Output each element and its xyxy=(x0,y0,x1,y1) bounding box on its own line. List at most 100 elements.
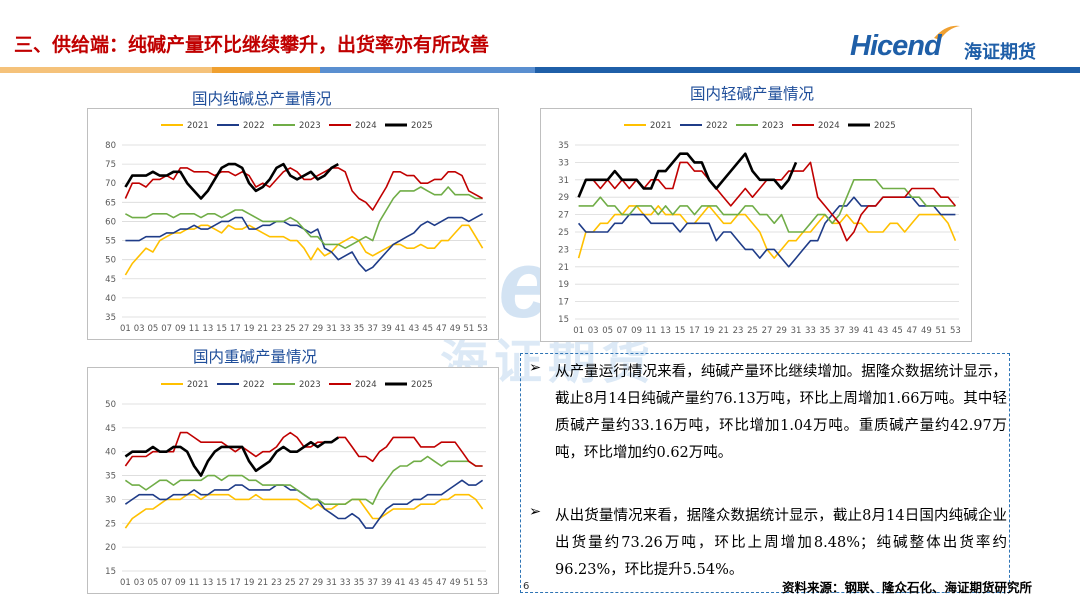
legend-label: 2023 xyxy=(299,380,321,390)
y-tick-label: 50 xyxy=(105,256,116,266)
legend-label: 2024 xyxy=(355,380,377,390)
page-title: 三、供给端：纯碱产量环比继续攀升，出货率亦有所改善 xyxy=(14,34,490,56)
legend-label: 2023 xyxy=(299,121,321,131)
series-line-2025 xyxy=(124,436,340,477)
x-tick-label: 37 xyxy=(367,578,378,588)
x-tick-label: 01 xyxy=(573,326,584,336)
series-line-2024 xyxy=(124,167,483,211)
chart-title-heavy: 国内重碱产量情况 xyxy=(193,348,318,366)
x-tick-label: 45 xyxy=(892,326,903,336)
x-tick-label: 35 xyxy=(354,324,365,334)
x-tick-label: 01 xyxy=(120,324,131,334)
x-tick-label: 07 xyxy=(161,324,172,334)
header-bar-2 xyxy=(212,67,320,73)
legend-item: 2024 xyxy=(792,121,840,131)
series-line-2022 xyxy=(125,213,483,272)
data-source: 资料来源：钢联、隆众石化、海证期货研究所 xyxy=(782,580,1033,595)
legend-label: 2022 xyxy=(243,380,265,390)
x-tick-label: 19 xyxy=(244,324,255,334)
x-tick-label: 41 xyxy=(395,324,406,334)
legend-label: 2021 xyxy=(650,121,672,131)
x-tick-label: 09 xyxy=(175,578,186,588)
legend-item: 2023 xyxy=(736,121,784,131)
page-number: 6 xyxy=(523,581,530,592)
y-tick-label: 29 xyxy=(558,193,569,203)
x-tick-label: 17 xyxy=(230,578,241,588)
legend-item: 2021 xyxy=(161,380,209,390)
x-tick-label: 43 xyxy=(878,326,889,336)
series-line-2023 xyxy=(125,186,483,249)
legend-item: 2024 xyxy=(329,380,377,390)
legend-item: 2021 xyxy=(624,121,672,131)
x-tick-label: 51 xyxy=(463,324,474,334)
x-tick-label: 49 xyxy=(450,578,461,588)
commentary-box: ➢ 从产量运行情况来看，纯碱产量环比继续增加。据隆众数据统计显示，截止8月14日… xyxy=(520,353,1010,593)
series-line-2024 xyxy=(124,431,483,467)
x-tick-label: 31 xyxy=(791,326,802,336)
x-tick-label: 15 xyxy=(216,324,227,334)
commentary-production: 从产量运行情况来看，纯碱产量环比继续增加。据隆众数据统计显示，截止8月14日纯碱… xyxy=(555,364,1007,461)
x-tick-label: 51 xyxy=(463,578,474,588)
hicend-logo: Hicend 海证期货 xyxy=(850,25,1050,66)
x-tick-label: 33 xyxy=(340,578,351,588)
x-tick-label: 23 xyxy=(271,578,282,588)
y-tick-label: 75 xyxy=(105,160,116,170)
y-tick-label: 50 xyxy=(105,400,116,410)
x-tick-label: 27 xyxy=(762,326,773,336)
y-tick-label: 80 xyxy=(105,141,116,151)
y-tick-label: 35 xyxy=(558,141,569,151)
y-tick-label: 60 xyxy=(105,217,116,227)
commentary-shipment: 从出货量情况来看，据隆众数据统计显示，截止8月14日国内纯碱企业出货量约73.2… xyxy=(555,508,1007,578)
x-tick-label: 29 xyxy=(312,578,323,588)
x-tick-label: 41 xyxy=(863,326,874,336)
legend-label: 2025 xyxy=(411,380,433,390)
chart-light-soda: 15 17 19 21 23 25 27 29 31 33 35 01 03 05 07 09 11 13 15 17… xyxy=(540,108,972,342)
x-tick-label: 25 xyxy=(285,578,296,588)
y-tick-label: 70 xyxy=(105,179,116,189)
legend-item: 2025 xyxy=(385,380,433,390)
series-line-2025 xyxy=(124,162,339,200)
chart-title-light: 国内轻碱产量情况 xyxy=(690,85,815,103)
legend-label: 2022 xyxy=(706,121,728,131)
x-tick-label: 05 xyxy=(147,324,158,334)
x-tick-label: 43 xyxy=(408,324,419,334)
series-line-2025 xyxy=(577,152,798,198)
legend-item: 2022 xyxy=(217,380,265,390)
x-tick-label: 23 xyxy=(733,326,744,336)
chart-total-output: 35 40 45 50 55 60 65 70 75 80 01 03 05 07 09 11 13 15 17 19… xyxy=(87,108,499,340)
x-tick-label: 27 xyxy=(299,578,310,588)
y-tick-label: 20 xyxy=(105,543,116,553)
legend-item: 2022 xyxy=(217,121,265,131)
x-tick-label: 43 xyxy=(408,578,419,588)
x-tick-label: 17 xyxy=(689,326,700,336)
x-tick-label: 15 xyxy=(216,578,227,588)
y-tick-label: 25 xyxy=(558,228,569,238)
x-tick-label: 45 xyxy=(422,324,433,334)
header-bar-1 xyxy=(0,67,212,73)
x-tick-label: 53 xyxy=(477,324,488,334)
legend-label: 2021 xyxy=(187,121,209,131)
y-tick-label: 25 xyxy=(105,519,116,529)
x-tick-label: 13 xyxy=(202,324,213,334)
x-tick-label: 33 xyxy=(805,326,816,336)
bullet-arrow-icon: ➢ xyxy=(529,360,542,376)
x-tick-label: 19 xyxy=(244,578,255,588)
x-tick-label: 11 xyxy=(189,324,200,334)
header-bar-4 xyxy=(535,67,1080,73)
x-tick-label: 27 xyxy=(299,324,310,334)
x-tick-label: 29 xyxy=(776,326,787,336)
legend-label: 2021 xyxy=(187,380,209,390)
legend-item: 2021 xyxy=(161,121,209,131)
x-tick-label: 21 xyxy=(257,324,268,334)
bullet-arrow-icon: ➢ xyxy=(529,504,542,520)
legend-label: 2025 xyxy=(411,121,433,131)
x-tick-label: 25 xyxy=(747,326,758,336)
y-tick-label: 23 xyxy=(558,245,569,255)
series-line-2023 xyxy=(124,455,483,505)
x-tick-label: 45 xyxy=(422,578,433,588)
y-tick-label: 19 xyxy=(558,280,569,290)
chart-svg: 35 40 45 50 55 60 65 70 75 80 01 03 05 07 09 11 13 15 17 19… xyxy=(105,121,488,334)
x-tick-label: 51 xyxy=(935,326,946,336)
